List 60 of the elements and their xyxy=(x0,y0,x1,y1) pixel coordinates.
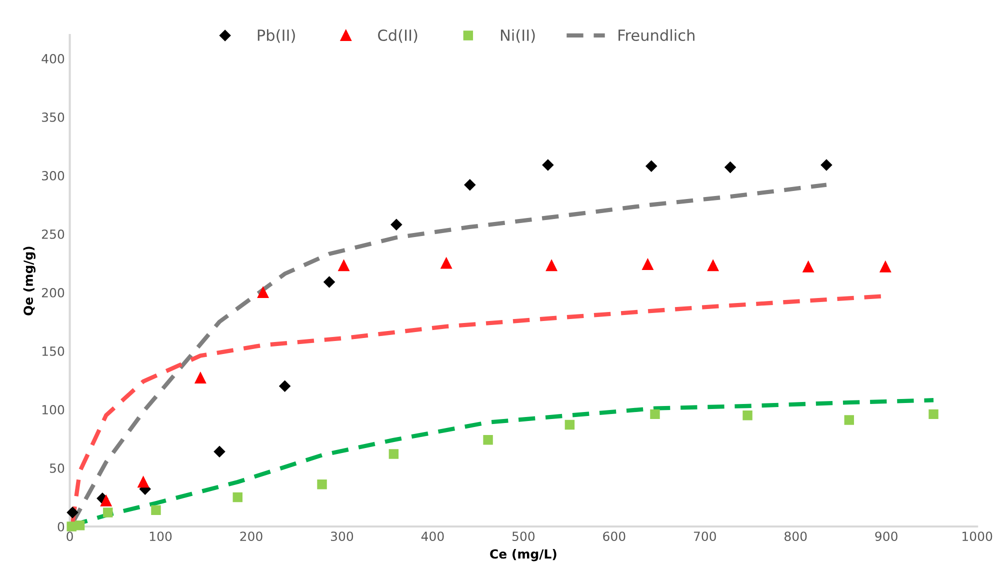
y-tick-label: 0 xyxy=(58,522,64,532)
x-tick-label: 300 xyxy=(330,532,354,542)
point xyxy=(802,261,814,272)
y-tick-label: 100 xyxy=(42,404,64,414)
y-tick-label: 300 xyxy=(42,170,64,180)
x-tick-label: 900 xyxy=(875,532,898,542)
point xyxy=(880,261,891,272)
point xyxy=(317,480,327,490)
x-tick-label: 800 xyxy=(784,532,807,542)
legend-label: Cd(II) xyxy=(378,29,418,43)
point xyxy=(151,505,161,515)
point xyxy=(279,380,290,392)
x-tick-label: 400 xyxy=(421,532,444,542)
point xyxy=(66,506,78,518)
point xyxy=(820,159,832,171)
point xyxy=(257,286,269,298)
x-tick-label: 1000 xyxy=(962,532,992,542)
y-tick-label: 350 xyxy=(42,112,64,122)
point xyxy=(440,258,452,269)
x-tick-label: 200 xyxy=(240,532,262,542)
point xyxy=(564,420,575,430)
point xyxy=(390,219,402,230)
point xyxy=(724,162,736,173)
point xyxy=(642,258,654,270)
point xyxy=(338,260,350,272)
point xyxy=(103,508,113,518)
y-tick-label: 150 xyxy=(42,346,64,356)
x-tick-label: 700 xyxy=(694,532,716,542)
point xyxy=(232,492,242,502)
point xyxy=(707,260,719,272)
point xyxy=(483,435,493,445)
point xyxy=(100,495,112,506)
x-tick-label: 0 xyxy=(66,532,73,542)
point xyxy=(844,415,854,425)
legend-label: Pb(II) xyxy=(258,29,295,43)
point xyxy=(74,520,85,530)
point xyxy=(194,372,206,384)
y-tick-label: 200 xyxy=(42,288,64,298)
legend-label: Freundlich xyxy=(618,29,694,42)
point xyxy=(546,260,558,272)
x-axis-title: Ce (mg/L) xyxy=(490,549,556,562)
legend-label: Ni(II) xyxy=(500,29,535,43)
x-tick-label: 500 xyxy=(512,532,535,542)
y-tick-label: 50 xyxy=(50,463,64,473)
x-tick-label: 600 xyxy=(603,532,626,542)
point xyxy=(542,159,554,171)
point xyxy=(646,160,657,172)
point xyxy=(66,522,76,532)
y-tick-label: 400 xyxy=(42,54,64,64)
point xyxy=(324,276,335,288)
point xyxy=(138,476,149,488)
x-tick-label: 100 xyxy=(150,532,172,542)
y-axis-title: Qe (mg/g) xyxy=(23,246,36,316)
point xyxy=(388,449,399,459)
y-tick-label: 250 xyxy=(42,229,64,239)
point xyxy=(214,446,226,458)
point xyxy=(742,410,752,420)
point xyxy=(464,179,476,190)
point xyxy=(928,409,938,420)
point xyxy=(650,409,660,420)
